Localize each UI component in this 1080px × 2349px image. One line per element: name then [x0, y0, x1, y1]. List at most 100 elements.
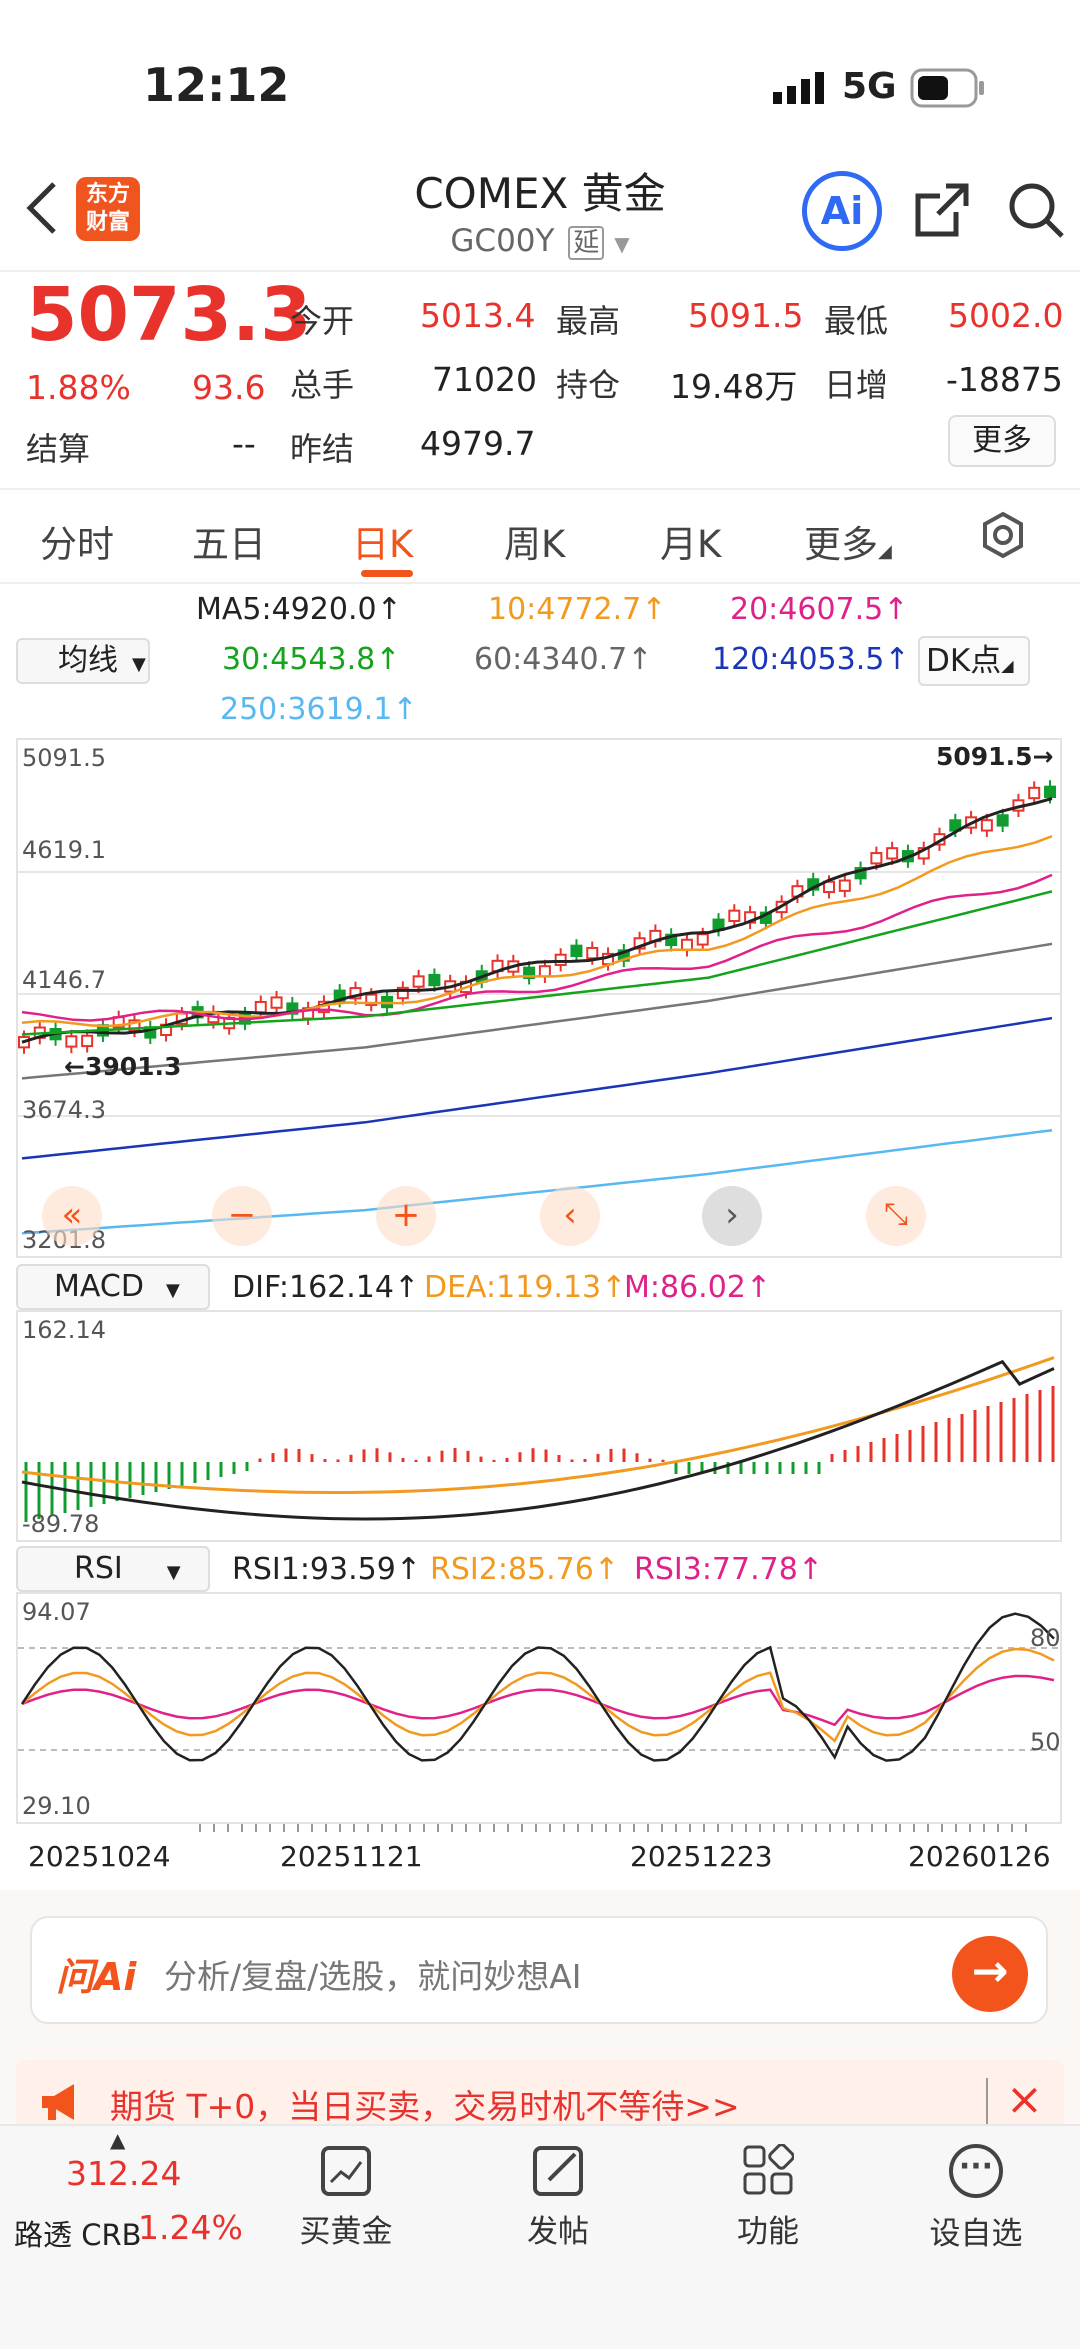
candle-body — [665, 933, 678, 947]
ma5-value: MA5:4920.0↑ — [196, 592, 402, 627]
step-back-icon[interactable]: ‹ — [540, 1186, 600, 1246]
rsi1-line — [20, 1612, 1055, 1762]
settle-label: 结算 — [26, 430, 91, 468]
add-watchlist-label: 设自选 — [929, 2216, 1023, 2252]
high-value: 5091.5 — [688, 296, 804, 335]
settings-gear-icon[interactable] — [978, 510, 1028, 560]
oi-value: 19.48万 — [670, 367, 798, 406]
add-watchlist-button[interactable]: ··· 设自选 — [914, 2126, 1038, 2253]
y-tick-2: 4619.1 — [22, 836, 106, 864]
rsi2-value: RSI2:85.76↑ — [430, 1552, 619, 1587]
macd-bottom-tick: -89.78 — [22, 1510, 100, 1538]
candle-body — [886, 847, 899, 860]
low-label: 最低 — [824, 302, 889, 340]
macd-top-tick: 162.14 — [22, 1316, 106, 1344]
y-tick-1: 5091.5 — [22, 744, 106, 772]
megaphone-icon — [40, 2082, 84, 2122]
tab-more[interactable]: 更多◢ — [804, 514, 892, 568]
step-forward-icon[interactable]: › — [702, 1186, 762, 1246]
fast-back-icon[interactable]: « — [42, 1186, 102, 1246]
fullscreen-icon[interactable]: ⤡ — [866, 1186, 926, 1246]
ai-button[interactable]: Ai — [802, 171, 882, 251]
candle-body — [696, 933, 709, 946]
tab-five-day[interactable]: 五日 — [192, 523, 266, 566]
date-label-2: 20251121 — [280, 1840, 423, 1873]
edit-icon — [533, 2146, 583, 2196]
tab-intraday[interactable]: 分时 — [40, 523, 114, 566]
series-line-ma10 — [21, 835, 1053, 1028]
back-icon[interactable] — [22, 180, 62, 236]
candle-body — [365, 993, 378, 1006]
corner-arrow-icon: ◢ — [878, 541, 892, 562]
functions-label: 功能 — [737, 2214, 799, 2250]
index-pct: 1.24% — [138, 2208, 243, 2247]
daily-inc-label: 日增 — [824, 366, 889, 404]
macd-select-label: MACD — [54, 1269, 144, 1304]
open-value: 5013.4 — [420, 296, 536, 335]
contract-code[interactable]: GC00Y 延 ▼ — [0, 222, 1080, 260]
code-text: GC00Y — [450, 223, 555, 259]
change-value: 93.6 — [192, 368, 266, 407]
active-tab-indicator — [361, 570, 413, 577]
rsi-chart[interactable]: 94.07 29.10 80 50 — [16, 1592, 1062, 1824]
candle-body — [838, 879, 851, 892]
candle-body — [554, 953, 567, 967]
macd-chart[interactable]: 162.14 -89.78 — [16, 1310, 1062, 1542]
index-ticker[interactable]: ▲ 312.24 路透 CRB 1.24% — [0, 2126, 250, 2326]
ma60-value: 60:4340.7↑ — [474, 642, 653, 677]
dea-line — [21, 1356, 1055, 1494]
candle-body — [996, 814, 1009, 827]
ma-select-label: 均线 — [58, 643, 118, 678]
volume-label: 总手 — [290, 366, 355, 404]
kline-chart[interactable]: 5091.5 4619.1 4146.7 3674.3 3201.8 5091.… — [16, 738, 1062, 1258]
rsi2-line — [21, 1647, 1055, 1743]
buy-gold-label: 买黄金 — [299, 2214, 393, 2250]
dk-point-button[interactable]: DK点◢ — [918, 636, 1030, 686]
dif-line — [21, 1359, 1055, 1521]
post-label: 发帖 — [527, 2214, 589, 2250]
candle-body — [396, 986, 409, 1000]
date-label-4: 20260126 — [908, 1840, 1051, 1873]
rsi1-value: RSI1:93.59↑ — [232, 1552, 421, 1587]
zoom-in-icon[interactable]: + — [376, 1186, 436, 1246]
post-button[interactable]: 发帖 — [496, 2126, 620, 2251]
tab-weekly-k[interactable]: 周K — [504, 523, 566, 566]
rsi3-value: RSI3:77.78↑ — [634, 1552, 823, 1587]
ask-ai-brand: 问Ai — [56, 1955, 137, 1999]
rsi-select-label: RSI — [74, 1551, 123, 1586]
series-line-ma30 — [21, 890, 1053, 1036]
ask-ai-input[interactable]: 问Ai 分析/复盘/选股，就问妙想AI → — [30, 1916, 1048, 2024]
macd-select[interactable]: MACD ▼ — [16, 1264, 210, 1310]
banner-text: 期货 T+0，当日买卖，交易时机不等待>> — [110, 2087, 740, 2126]
candle-body — [728, 909, 741, 922]
zoom-out-icon[interactable]: − — [212, 1186, 272, 1246]
candle-body — [65, 1035, 78, 1048]
macd-svg — [21, 1356, 1055, 1522]
send-arrow-icon[interactable]: → — [952, 1936, 1028, 2012]
series-line-ma60 — [21, 942, 1053, 1080]
rsi-select[interactable]: RSI ▼ — [16, 1546, 210, 1592]
chevron-down-icon: ▼ — [132, 654, 146, 675]
search-icon[interactable] — [1006, 180, 1066, 240]
candle-body — [1028, 786, 1041, 800]
candle-body — [870, 852, 883, 865]
more-quote-button[interactable]: 更多 — [948, 415, 1056, 467]
rsi-50-label: 50 — [1030, 1728, 1061, 1756]
grid-icon — [742, 2143, 795, 2196]
ma30-value: 30:4543.8↑ — [222, 642, 401, 677]
share-icon[interactable] — [912, 180, 972, 240]
low-value: 5002.0 — [948, 296, 1064, 335]
index-value: 312.24 — [66, 2154, 182, 2193]
date-axis: 20251024 20251121 20251223 20260126 — [0, 1824, 1080, 1884]
rsi3-line — [21, 1674, 1055, 1727]
settle-value: -- — [232, 424, 256, 463]
functions-button[interactable]: 功能 — [706, 2126, 830, 2251]
banner-close-icon[interactable]: × — [1006, 2074, 1043, 2125]
ma-select[interactable]: 均线 ▼ — [16, 638, 150, 684]
buy-gold-button[interactable]: 买黄金 — [284, 2126, 408, 2251]
tab-daily-k[interactable]: 日K — [352, 523, 414, 566]
bottom-toolbar: ▲ 312.24 路透 CRB 1.24% 买黄金 发帖 功能 ··· 设自选 — [0, 2124, 1080, 2349]
logo-text-1: 东方 — [85, 182, 130, 207]
tab-monthly-k[interactable]: 月K — [660, 523, 722, 566]
series-line-ma5 — [21, 797, 1053, 1044]
